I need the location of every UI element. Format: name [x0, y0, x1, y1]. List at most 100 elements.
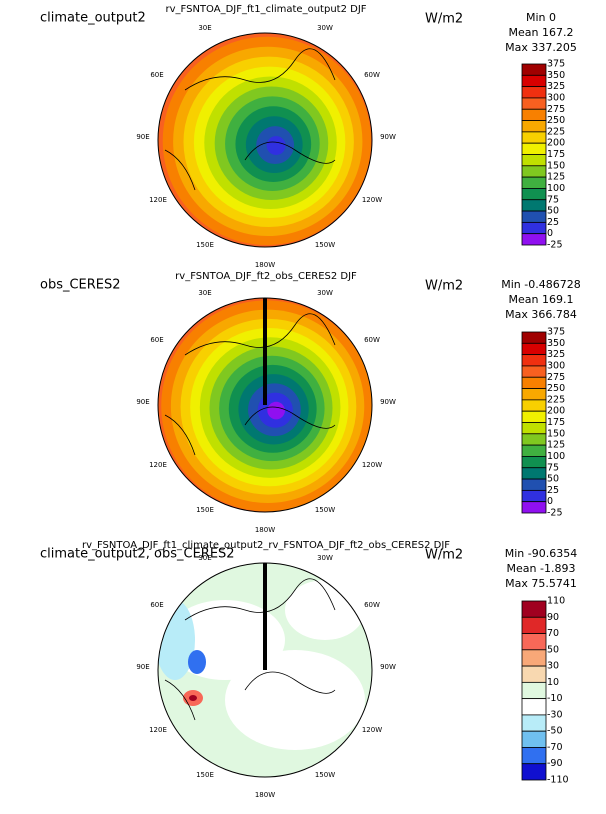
lon-label: 180W — [255, 791, 275, 799]
colorbar-label: 250 — [547, 383, 565, 394]
lon-label: 150E — [196, 241, 214, 249]
map-border — [157, 297, 373, 513]
stat: Mean 169.1 — [509, 293, 574, 306]
lon-label: 150E — [196, 771, 214, 779]
lon-label: 120E — [149, 196, 167, 204]
colorbar-label: 200 — [547, 406, 565, 417]
center-title: rv_FSNTOA_DJF_ft2_obs_CERES2 DJF — [175, 271, 357, 282]
colorbar-box — [521, 730, 547, 748]
colorbar-label: 25 — [547, 485, 559, 496]
colorbar-label: -70 — [547, 742, 563, 753]
colorbar-label: 325 — [547, 81, 565, 92]
lon-label: 60W — [364, 336, 380, 344]
lon-label: 90E — [136, 663, 149, 671]
colorbar-box — [521, 165, 547, 178]
colorbar-box — [521, 176, 547, 189]
lon-label: 150W — [315, 241, 335, 249]
lon-label: 90W — [380, 663, 396, 671]
colorbar-box — [521, 63, 547, 76]
colorbar-box — [521, 399, 547, 412]
colorbar-box — [521, 199, 547, 212]
lon-label: 180W — [255, 261, 275, 269]
colorbar-box — [521, 120, 547, 133]
colorbar-box — [521, 210, 547, 223]
colorbar-box — [521, 233, 547, 246]
lon-label: 90W — [380, 398, 396, 406]
colorbar-label: 350 — [547, 70, 565, 81]
colorbar-box — [521, 154, 547, 167]
lon-label: 150W — [315, 506, 335, 514]
colorbar-label: 275 — [547, 104, 565, 115]
colorbar-label: 225 — [547, 126, 565, 137]
colorbar-label: -30 — [547, 709, 563, 720]
colorbar-label: 30 — [547, 661, 559, 672]
colorbar-label: -10 — [547, 693, 563, 704]
lon-label: 60W — [364, 71, 380, 79]
colorbar-box — [521, 376, 547, 389]
colorbar-box — [521, 698, 547, 716]
colorbar-box — [521, 467, 547, 480]
stat: Min -90.6354 — [505, 547, 577, 560]
lon-label: 150W — [315, 771, 335, 779]
colorbar-box — [521, 649, 547, 667]
colorbar-box — [521, 633, 547, 651]
colorbar-box — [521, 142, 547, 155]
colorbar-label: 100 — [547, 451, 565, 462]
colorbar-label: 325 — [547, 349, 565, 360]
left-title: climate_output2 — [40, 11, 146, 26]
colorbar-box — [521, 501, 547, 514]
colorbar-box — [521, 681, 547, 700]
map-blob — [225, 650, 365, 750]
map-blob — [189, 695, 197, 701]
lon-label: 120W — [362, 726, 382, 734]
colorbar-label: 25 — [547, 217, 559, 228]
colorbar-box — [521, 388, 547, 401]
colorbar-label: -110 — [547, 775, 569, 786]
stat: Max 75.5741 — [505, 577, 577, 590]
colorbar-box — [521, 331, 547, 344]
colorbar-box — [521, 365, 547, 378]
lon-label: 30E — [198, 24, 211, 32]
colorbar-box — [521, 616, 547, 634]
colorbar-box — [521, 342, 547, 356]
colorbar-label: 200 — [547, 138, 565, 149]
colorbar-box — [521, 131, 547, 144]
lon-label: 30W — [317, 289, 333, 297]
colorbar-label: 50 — [547, 644, 559, 655]
lon-label: 120W — [362, 461, 382, 469]
colorbar-box — [521, 747, 547, 765]
colorbar-label: 225 — [547, 394, 565, 405]
colorbar-box — [521, 478, 547, 491]
stat: Mean 167.2 — [509, 26, 574, 39]
center-title: rv_FSNTOA_DJF_ft1_climate_output2 DJF — [165, 4, 366, 15]
stat: Min 0 — [526, 11, 556, 24]
lon-label: 150E — [196, 506, 214, 514]
colorbar-label: 375 — [547, 327, 565, 338]
colorbar-label: -90 — [547, 758, 563, 769]
lon-label: 90E — [136, 398, 149, 406]
colorbar-label: 90 — [547, 612, 559, 623]
colorbar-label: 0 — [547, 228, 553, 239]
lon-label: 30W — [317, 24, 333, 32]
colorbar-box — [521, 108, 547, 121]
map — [158, 563, 372, 777]
colorbar-box — [521, 763, 547, 781]
colorbar-box — [521, 188, 547, 201]
lon-label: 90W — [380, 133, 396, 141]
colorbar-label: 75 — [547, 462, 559, 473]
colorbar-label: 150 — [547, 160, 565, 171]
lon-label: 180W — [255, 526, 275, 534]
map — [158, 298, 372, 512]
stat: Mean -1.893 — [507, 562, 576, 575]
colorbar-label: -50 — [547, 726, 563, 737]
colorbar-label: 75 — [547, 194, 559, 205]
colorbar-box — [521, 410, 547, 423]
coastline — [164, 313, 336, 456]
colorbar-label: -25 — [547, 508, 563, 519]
colorbar-label: 125 — [547, 172, 565, 183]
lon-label: 60E — [150, 336, 163, 344]
data-seam — [263, 563, 267, 670]
colorbar-label: 250 — [547, 115, 565, 126]
units: W/m2 — [425, 12, 463, 27]
